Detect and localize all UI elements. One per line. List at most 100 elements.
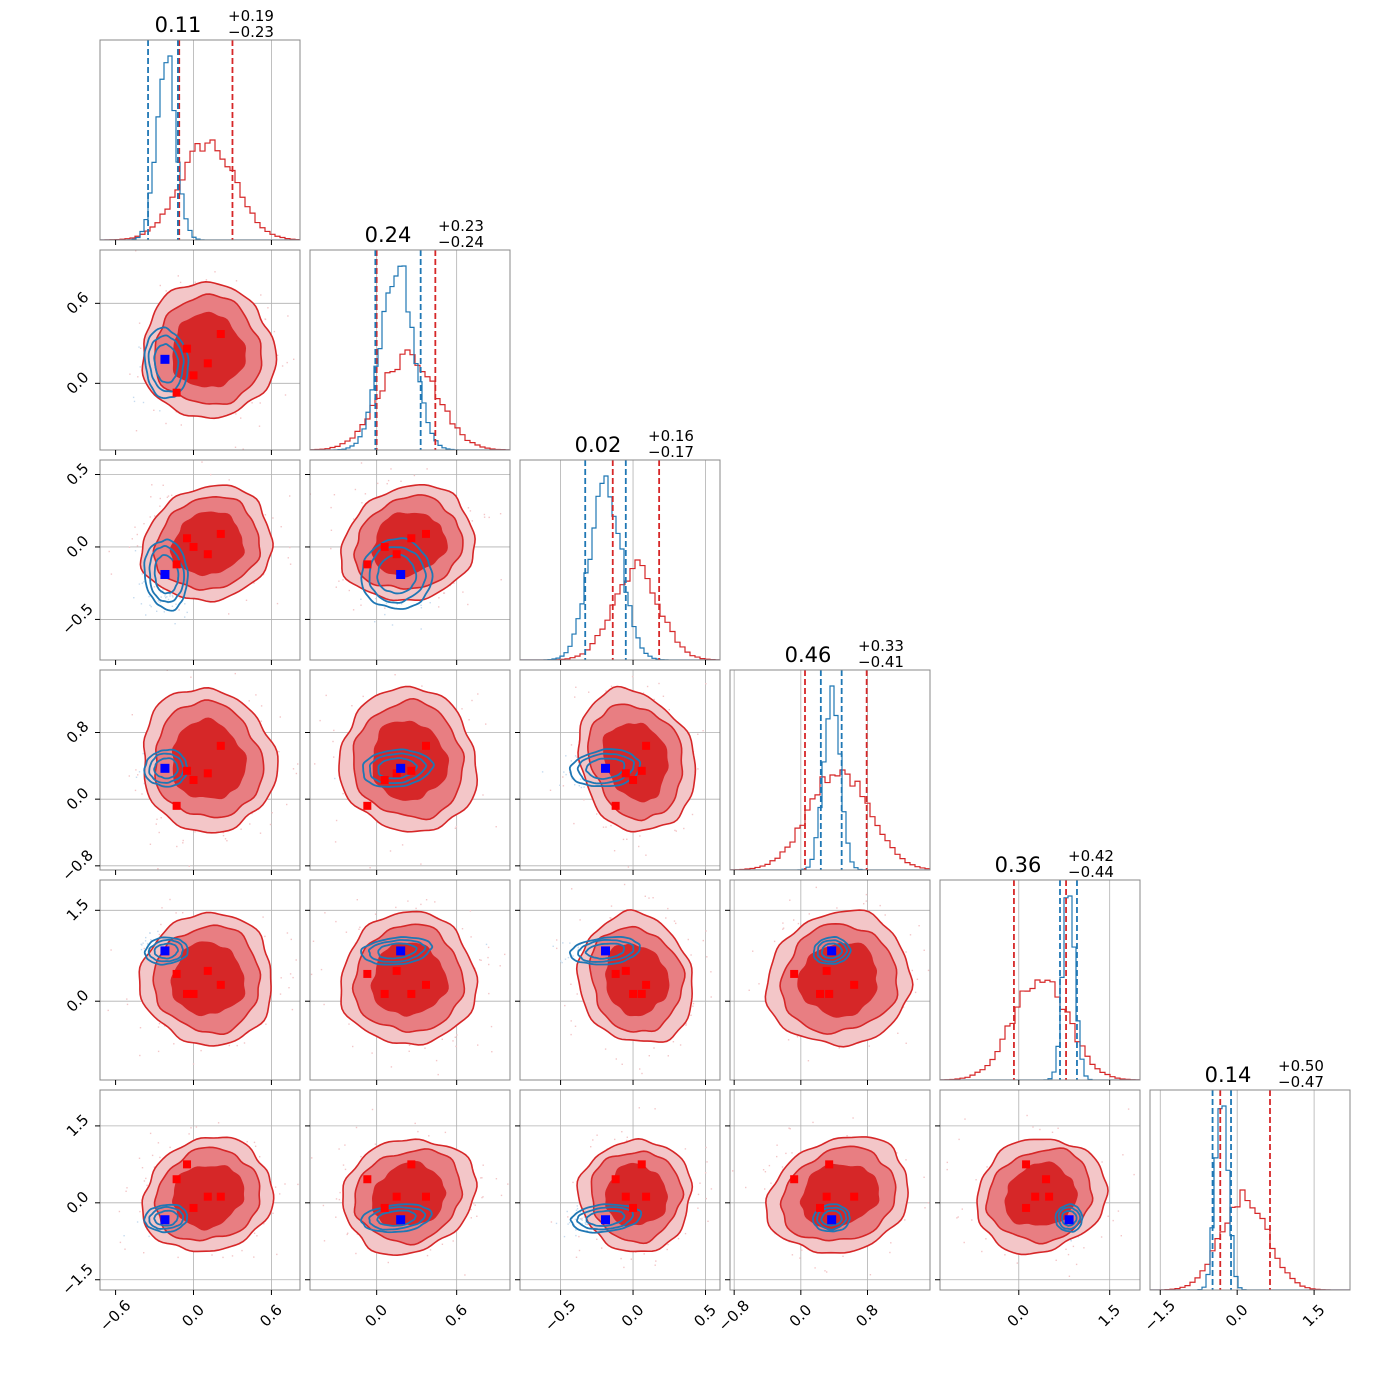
sample-point-red (421, 685, 423, 687)
marker-red (380, 989, 389, 998)
sample-point-red (483, 513, 486, 516)
histogram-red (730, 769, 930, 870)
sample-point-red (194, 831, 196, 833)
sample-point-blue (401, 603, 403, 605)
sample-point-red (263, 1223, 265, 1225)
sample-point-red (697, 733, 699, 735)
panel-3-3 (730, 670, 930, 870)
sample-point-red (158, 831, 160, 834)
sample-point-red (487, 946, 490, 949)
sample-point-red (303, 1166, 304, 1167)
sample-point-red (437, 1073, 439, 1076)
sample-point-red (335, 586, 337, 588)
sample-point-red (151, 484, 153, 486)
sample-point-red (417, 1130, 419, 1133)
sample-point-red (583, 799, 585, 801)
sample-point-blue (169, 593, 171, 596)
marker-red (621, 966, 630, 975)
sample-point-red (234, 446, 237, 448)
sample-point-blue (561, 961, 563, 964)
contour-blue-middle (368, 546, 427, 604)
sample-point-blue (334, 777, 336, 780)
sample-point-red (149, 843, 152, 845)
sample-point-red (918, 925, 920, 927)
sample-point-red (95, 1152, 96, 1153)
sample-point-red (260, 294, 262, 296)
sample-point-blue (420, 628, 422, 630)
contour-panel (107, 898, 297, 1065)
sample-point-blue (384, 613, 386, 616)
sample-point-red (168, 648, 169, 649)
sample-point-red (671, 885, 672, 886)
sample-point-blue (143, 782, 146, 785)
sample-point-red (344, 1144, 346, 1146)
sample-point-blue (571, 778, 573, 780)
sample-point-red (480, 1177, 482, 1179)
contour-red-inner (169, 511, 245, 577)
sample-point-red (304, 556, 305, 557)
marker-red (790, 969, 799, 978)
sample-point-red (645, 854, 647, 856)
histogram-panel (730, 670, 930, 870)
panel-title: 0.36 (995, 853, 1042, 877)
sample-point-red (135, 250, 137, 252)
sample-point-red (359, 926, 361, 928)
marker-red (172, 388, 181, 397)
title-minus: −0.41 (858, 653, 904, 671)
sample-point-blue (576, 950, 579, 952)
contour-blue-outer (143, 538, 189, 612)
sample-point-red (491, 1051, 493, 1053)
title-median: 0.46 (785, 643, 832, 667)
panel-border (519, 879, 721, 1081)
sample-point-red (135, 769, 137, 771)
sample-point-red (128, 775, 130, 777)
sample-point-red (289, 973, 292, 975)
sample-point-blue (541, 771, 544, 773)
sample-point-red (253, 1141, 256, 1144)
sample-point-red (705, 930, 707, 932)
sample-point-blue (572, 955, 574, 957)
sample-point-red (348, 589, 350, 592)
panel-2-1 (304, 460, 510, 660)
sample-point-red (110, 573, 113, 575)
sample-point-blue (579, 778, 582, 780)
sample-point-red (278, 751, 280, 753)
sample-point-red (648, 1055, 650, 1057)
contour-blue-inner (820, 942, 843, 960)
sample-point-red (280, 526, 282, 528)
panel-border (309, 459, 511, 661)
sample-point-blue (134, 550, 137, 552)
sample-point-red (201, 461, 203, 463)
sample-point-red (690, 954, 692, 956)
sample-point-red (134, 789, 137, 792)
sample-point-red (182, 842, 184, 844)
sample-point-red (909, 934, 912, 936)
sample-point-blue (133, 597, 135, 599)
sample-point-red (157, 1050, 160, 1053)
sample-point-red (579, 919, 581, 921)
sample-point-blue (385, 602, 388, 605)
sample-point-red (276, 354, 279, 356)
panel-border (519, 459, 721, 661)
sample-point-red (325, 694, 327, 697)
sample-point-blue (179, 597, 181, 599)
sample-point-red (453, 582, 455, 584)
sample-point-red (408, 1050, 410, 1052)
sample-point-blue (578, 785, 580, 787)
sample-point-red (482, 1196, 484, 1198)
sample-point-red (644, 895, 646, 897)
sample-point-blue (174, 623, 176, 625)
sample-point-red (134, 526, 136, 528)
marker-red (216, 330, 225, 338)
sample-point-red (279, 1193, 281, 1195)
sample-point-blue (374, 597, 377, 600)
sample-point-red (420, 863, 422, 865)
sample-point-red (165, 290, 167, 292)
sample-point-red (658, 682, 660, 685)
contour-blue-inner (153, 942, 179, 960)
marker-blue (396, 763, 406, 773)
sample-point-red (249, 823, 251, 825)
sample-point-red (126, 1003, 129, 1006)
sample-point-red (360, 1155, 362, 1158)
